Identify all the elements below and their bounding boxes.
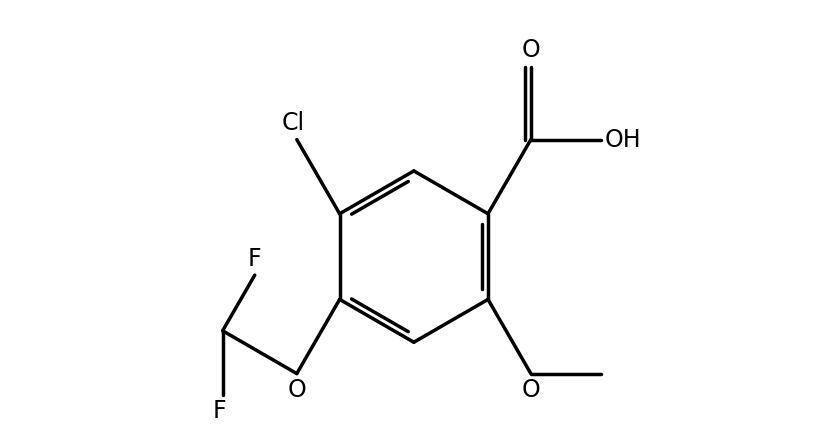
Text: F: F xyxy=(248,247,262,270)
Text: O: O xyxy=(288,378,306,402)
Text: O: O xyxy=(521,39,540,62)
Text: F: F xyxy=(213,399,226,423)
Text: OH: OH xyxy=(605,128,641,152)
Text: Cl: Cl xyxy=(282,111,305,135)
Text: O: O xyxy=(521,378,540,402)
